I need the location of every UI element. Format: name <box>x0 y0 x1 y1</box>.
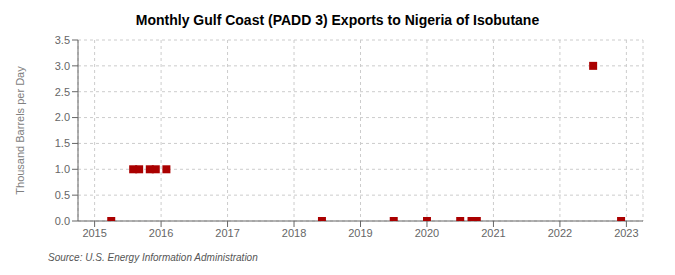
svg-text:2015: 2015 <box>82 227 106 239</box>
svg-text:1.0: 1.0 <box>55 163 70 175</box>
svg-text:3.0: 3.0 <box>55 60 70 72</box>
svg-text:1.5: 1.5 <box>55 137 70 149</box>
svg-text:0.5: 0.5 <box>55 189 70 201</box>
svg-text:2023: 2023 <box>614 227 638 239</box>
svg-text:2017: 2017 <box>215 227 239 239</box>
svg-text:2016: 2016 <box>149 227 173 239</box>
svg-text:2020: 2020 <box>415 227 439 239</box>
svg-text:2018: 2018 <box>282 227 306 239</box>
svg-text:Thousand Barrels per Day: Thousand Barrels per Day <box>14 66 26 195</box>
svg-text:2.5: 2.5 <box>55 86 70 98</box>
html-text:Monthly Gulf Coast (PADD 3) Ex: Monthly Gulf Coast (PADD 3) Exports to N… <box>135 12 540 28</box>
svg-text:2019: 2019 <box>348 227 372 239</box>
svg-text:0.0: 0.0 <box>55 215 70 227</box>
svg-text:2021: 2021 <box>481 227 505 239</box>
svg-text:3.5: 3.5 <box>55 34 70 46</box>
html-text:Source: U.S. Energy Informatio: Source: U.S. Energy Information Administ… <box>48 252 258 263</box>
svg-text:2.0: 2.0 <box>55 111 70 123</box>
svg-text:2022: 2022 <box>548 227 572 239</box>
